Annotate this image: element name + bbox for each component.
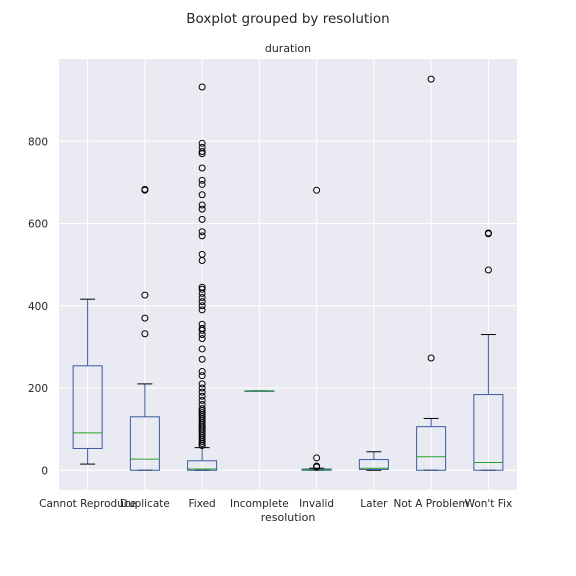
- flier-point: [198, 384, 206, 392]
- flier-point: [198, 83, 206, 91]
- box-7: [473, 229, 504, 471]
- flier-point: [198, 201, 206, 209]
- flier-point: [198, 396, 206, 404]
- flier-point: [198, 283, 206, 291]
- x-tick-label: Later: [360, 498, 388, 510]
- flier-point: [141, 330, 149, 338]
- flier-point: [313, 186, 321, 194]
- flier-point: [198, 345, 206, 353]
- flier-point: [484, 266, 492, 274]
- x-tick-label: Invalid: [299, 498, 334, 510]
- flier-point: [141, 314, 149, 322]
- y-tick-label: 200: [28, 383, 48, 395]
- box-iqr: [416, 426, 447, 471]
- flier-point: [198, 285, 206, 293]
- box-iqr: [358, 459, 389, 470]
- flier-point: [198, 298, 206, 306]
- x-axis-label: resolution: [261, 511, 316, 524]
- flier-point: [198, 139, 206, 147]
- flier-point: [198, 409, 206, 417]
- box-6: [416, 75, 447, 471]
- box-iqr: [473, 394, 504, 471]
- flier-point: [198, 388, 206, 396]
- flier-point: [198, 250, 206, 258]
- flier-point: [198, 335, 206, 343]
- flier-point: [313, 454, 321, 462]
- box-iqr: [187, 460, 218, 471]
- flier-point: [198, 368, 206, 376]
- flier-point: [198, 380, 206, 388]
- x-tick-label: Cannot Reproduce: [39, 498, 136, 510]
- y-tick-label: 600: [28, 219, 48, 231]
- flier-point: [198, 232, 206, 240]
- flier-point: [198, 228, 206, 236]
- y-axis-ticks: 0 200 400 600 800: [28, 136, 48, 477]
- flier-point: [141, 185, 149, 193]
- flier-point: [198, 294, 206, 302]
- chart-subtitle: duration: [265, 42, 311, 55]
- flier-point: [141, 291, 149, 299]
- flier-point: [198, 164, 206, 172]
- flier-point: [198, 392, 206, 400]
- flier-point: [198, 320, 206, 328]
- flier-point: [427, 75, 435, 83]
- grid-lines: [59, 59, 517, 490]
- x-tick-label: Won't Fix: [465, 498, 513, 510]
- flier-point: [198, 180, 206, 188]
- box-iqr: [72, 365, 103, 449]
- flier-point: [198, 191, 206, 199]
- flier-point: [198, 205, 206, 213]
- flier-point: [427, 354, 435, 362]
- box-3: [244, 390, 275, 392]
- box-2: [187, 83, 218, 471]
- x-tick-label: Fixed: [189, 498, 216, 510]
- flier-point: [198, 324, 206, 332]
- y-tick-label: 400: [28, 301, 48, 313]
- flier-point: [198, 372, 206, 380]
- chart-title: Boxplot grouped by resolution: [186, 11, 390, 27]
- flier-point: [484, 229, 492, 237]
- boxes-group: [72, 75, 504, 471]
- box-0: [72, 298, 103, 465]
- flier-point: [198, 215, 206, 223]
- flier-point: [198, 400, 206, 408]
- y-tick-label: 800: [28, 136, 48, 148]
- flier-point: [198, 306, 206, 314]
- box-5: [358, 451, 389, 471]
- x-tick-label: Not A Problem: [394, 498, 469, 510]
- flier-point: [198, 302, 206, 310]
- flier-point: [198, 143, 206, 151]
- x-tick-label: Incomplete: [230, 498, 289, 510]
- flier-point: [198, 148, 206, 156]
- box-1: [129, 185, 160, 471]
- flier-point: [198, 405, 206, 413]
- plot-area: [59, 59, 517, 490]
- flier-point: [198, 176, 206, 184]
- box-4: [301, 186, 332, 471]
- flier-point: [313, 462, 321, 470]
- flier-point: [198, 355, 206, 363]
- x-tick-label: Duplicate: [120, 498, 170, 510]
- y-tick-label: 0: [41, 465, 48, 477]
- box-iqr: [129, 416, 160, 471]
